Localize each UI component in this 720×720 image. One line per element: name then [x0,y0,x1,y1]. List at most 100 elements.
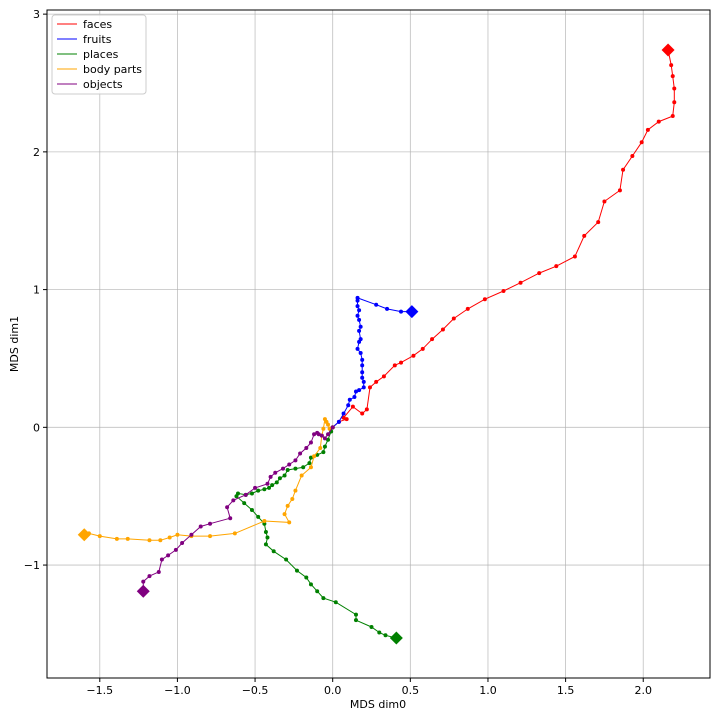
data-point-body-parts [308,465,313,470]
data-point-objects [208,521,213,526]
data-point-faces [364,407,369,412]
data-point-places [322,444,327,449]
data-point-places [249,507,254,512]
data-point-places [285,468,290,473]
y-tick-label: −1 [24,559,40,572]
data-point-faces [344,417,349,422]
data-point-objects [173,547,178,552]
data-point-objects [293,458,298,463]
data-point-places [282,473,287,478]
series-layer [77,43,677,645]
data-point-faces [572,254,577,259]
data-point-objects [231,498,236,503]
data-point-objects [287,462,292,467]
data-point-faces [420,346,425,351]
data-point-places [315,589,320,594]
data-point-objects [253,485,258,490]
data-point-places [262,487,267,492]
legend-label-fruits: fruits [83,33,112,46]
data-point-body-parts [97,534,102,539]
data-point-objects [166,553,171,558]
data-point-body-parts [299,473,304,478]
data-point-faces [374,379,379,384]
data-point-body-parts [293,488,298,493]
legend-label-faces: faces [83,18,112,31]
data-point-places [307,461,312,466]
data-point-faces [411,353,416,358]
data-point-objects [265,481,270,486]
data-point-places [293,466,298,471]
plot-frame [46,9,711,679]
data-point-objects [141,579,146,584]
data-point-faces [582,233,587,238]
data-point-faces [554,264,559,269]
data-point-fruits [346,403,351,408]
data-point-places [234,494,239,499]
data-point-fruits [399,309,404,314]
y-tick-label: 0 [33,421,40,434]
data-point-objects [315,430,320,435]
data-point-places [265,535,270,540]
data-point-objects [225,505,230,510]
data-point-objects [180,541,185,546]
data-point-places [377,630,382,635]
x-tick-label: 2.0 [634,684,652,697]
series-places [234,425,403,645]
data-point-body-parts [322,417,327,422]
data-point-faces [630,153,635,158]
data-point-faces [440,327,445,332]
data-point-fruits [358,350,363,355]
y-axis-label: MDS dim1 [8,316,21,372]
data-point-faces [639,140,644,145]
data-point-objects [330,425,335,430]
end-marker-objects [136,584,150,598]
legend-label-places: places [83,48,119,61]
x-axis-label: MDS dim0 [350,698,406,711]
series-faces [330,43,677,430]
data-point-body-parts [147,538,152,543]
data-point-objects [243,492,248,497]
data-point-faces [621,167,626,172]
end-marker-body-parts [77,528,91,542]
data-point-objects [298,451,303,456]
data-point-body-parts [290,496,295,501]
data-point-places [308,582,313,587]
data-point-fruits [360,375,365,380]
data-point-body-parts [114,536,119,541]
data-point-body-parts [158,538,163,543]
x-tick-label: 1.5 [557,684,575,697]
axis-ticks: −1.5 −1.0 −0.5 0.0 0.5 1.0 1.5 2.0 −1 0 1 2 3 [24,8,652,697]
data-point-faces [596,220,601,225]
end-marker-faces [661,43,675,57]
end-marker-fruits [405,305,419,319]
data-point-faces [482,297,487,302]
data-point-objects [228,516,233,521]
data-point-fruits [355,295,360,300]
legend: faces fruits places body parts objects [51,14,147,95]
data-point-places [267,485,272,490]
data-point-faces [670,114,675,119]
data-point-objects [322,436,327,441]
data-point-places [263,542,268,547]
data-point-faces [501,288,506,293]
data-point-places [321,596,326,601]
data-point-body-parts [321,426,326,431]
data-point-fruits [336,419,341,424]
data-point-places [353,618,358,623]
data-point-faces [670,74,675,79]
data-point-places [270,483,275,488]
data-point-objects [156,569,161,574]
data-point-body-parts [232,531,237,536]
data-point-fruits [355,313,360,318]
end-marker-places [389,631,403,645]
legend-label-objects: objects [83,78,123,91]
data-point-fruits [355,346,360,351]
data-point-objects [268,474,273,479]
data-point-faces [399,360,404,365]
series-body-parts [77,417,335,543]
data-point-places [256,488,261,493]
data-point-faces [430,337,435,342]
data-point-objects [198,524,203,529]
